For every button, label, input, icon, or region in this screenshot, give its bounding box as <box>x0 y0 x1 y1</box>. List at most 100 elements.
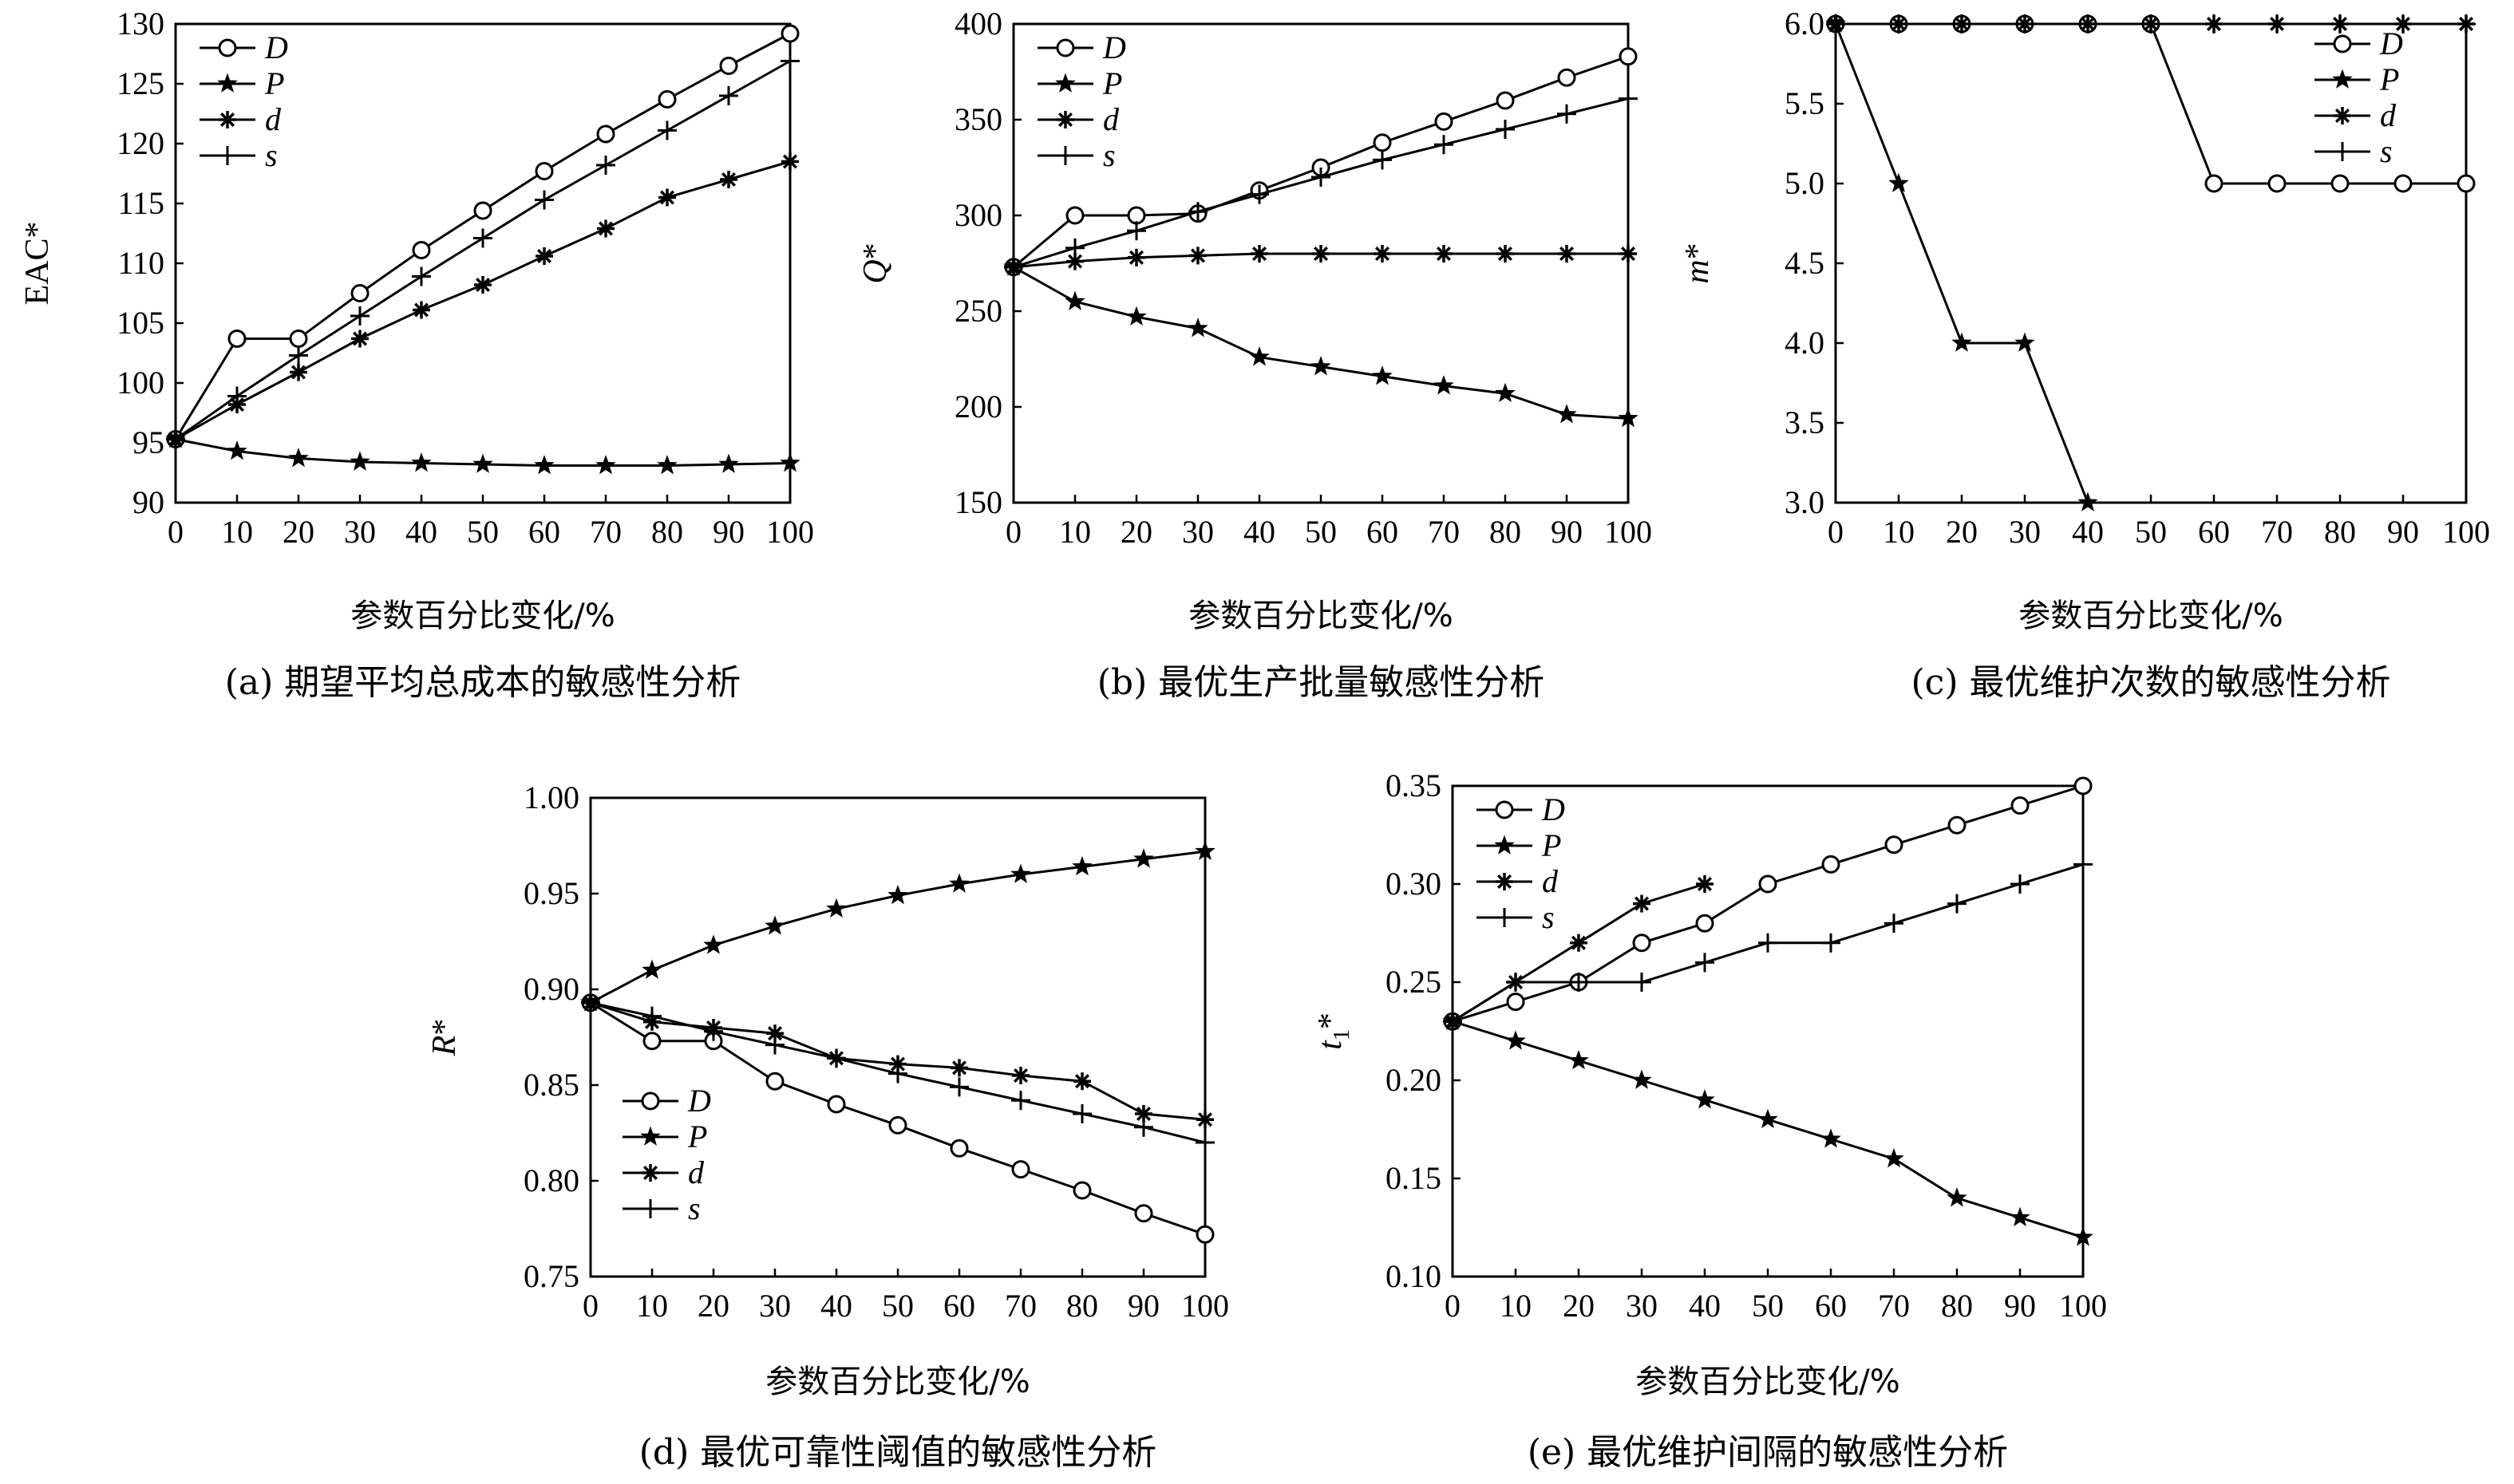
x-axis-title: 参数百分比变化/% <box>2018 598 2283 634</box>
chart-d: 0 10 20 30 40 50 60 70 80 90 100 0.75 0.80 0.85 0.90 0.… <box>426 779 1229 1473</box>
y-tick-label: 4.5 <box>1785 245 1824 281</box>
data-point <box>1134 1204 1153 1223</box>
x-tick-label: 20 <box>1121 514 1152 550</box>
x-tick-label: 100 <box>1181 1288 1229 1324</box>
data-point <box>1884 914 1903 933</box>
data-point <box>1495 382 1516 403</box>
legend-item: D <box>1476 791 1565 827</box>
data-point <box>413 301 430 319</box>
legend-item: d <box>1476 863 1559 899</box>
data-point <box>2204 174 2223 193</box>
data-point <box>2078 14 2097 34</box>
x-tick-label: 60 <box>943 1288 975 1324</box>
data-point <box>535 162 554 180</box>
x-tick-label: 60 <box>528 514 560 550</box>
series-line <box>1452 882 1706 1023</box>
legend-item: P <box>1038 65 1122 101</box>
data-point <box>1128 248 1145 266</box>
legend-marker <box>1495 800 1514 819</box>
legend-marker <box>1057 111 1074 128</box>
x-tick-label: 90 <box>2004 1288 2036 1324</box>
data-point <box>1073 1072 1091 1091</box>
data-point <box>1696 875 1714 893</box>
x-tick-label: 90 <box>1551 514 1583 550</box>
legend-item: P <box>1476 827 1561 863</box>
data-point <box>1065 290 1085 310</box>
legend-item: P <box>2314 61 2399 97</box>
data-point <box>1496 245 1514 262</box>
data-point <box>1619 89 1638 109</box>
x-tick-label: 80 <box>2324 514 2356 550</box>
data-point <box>765 1035 785 1055</box>
legend-item: s <box>200 137 278 173</box>
data-point <box>2141 14 2160 34</box>
data-point <box>2457 174 2476 193</box>
figure-caption: (c) 最优维护次数的敏感性分析 <box>1911 662 2391 703</box>
y-tick-label: 0.10 <box>1385 1258 1441 1294</box>
x-tick-label: 80 <box>1489 514 1521 550</box>
legend-label: P <box>264 65 284 101</box>
data-point <box>1951 332 1972 352</box>
x-tick-label: 60 <box>1815 1288 1847 1324</box>
data-point <box>1373 133 1392 152</box>
series-P <box>580 840 1215 1012</box>
x-tick-label: 0 <box>1828 514 1844 550</box>
legend-label: s <box>1103 137 1116 173</box>
data-point <box>581 993 600 1012</box>
series-s <box>1826 14 2476 34</box>
x-tick-label: 70 <box>1428 514 1460 550</box>
series-P <box>165 428 800 475</box>
data-point <box>1889 14 1908 34</box>
x-tick-label: 0 <box>1445 1288 1461 1324</box>
data-point <box>658 188 676 207</box>
x-tick-label: 40 <box>2072 514 2104 550</box>
legend-label: D <box>2379 26 2403 61</box>
data-point <box>1127 221 1146 241</box>
data-point <box>1694 1089 1715 1109</box>
legend-item: s <box>1038 137 1116 173</box>
y-tick-label: 0.30 <box>1385 866 1441 902</box>
y-tick-label: 0.90 <box>524 971 579 1007</box>
data-point <box>2457 14 2476 34</box>
x-axis-title: 参数百分比变化/% <box>765 1364 1030 1400</box>
legend-marker <box>2333 142 2352 161</box>
data-point <box>827 1048 846 1068</box>
legend-marker <box>641 1199 660 1218</box>
legend-label: P <box>687 1119 707 1154</box>
data-point <box>1695 914 1714 933</box>
series-s <box>581 993 1215 1152</box>
y-tick-label: 110 <box>117 245 164 281</box>
x-tick-label: 70 <box>590 514 622 550</box>
data-point <box>2014 332 2035 352</box>
y-tick-label: 0.35 <box>1385 768 1441 803</box>
y-axis-title: R* <box>426 1019 463 1057</box>
data-point <box>781 152 799 171</box>
legend-label: D <box>1102 30 1126 65</box>
data-point <box>2073 776 2093 795</box>
data-point <box>2073 1226 2093 1246</box>
data-point <box>1632 973 1651 992</box>
series-s <box>1443 854 2093 1032</box>
series-s <box>1004 89 1638 277</box>
figure-caption: (d) 最优可靠性阈值的敏感性分析 <box>639 1432 1156 1473</box>
data-point <box>1004 257 1023 277</box>
data-point <box>1311 168 1330 187</box>
x-tick-label: 60 <box>2198 514 2230 550</box>
x-tick-label: 80 <box>1941 1288 1973 1324</box>
data-point <box>1189 247 1207 265</box>
data-point <box>765 915 785 935</box>
data-point <box>1073 1104 1092 1123</box>
data-point <box>657 455 678 475</box>
data-point <box>2393 14 2413 34</box>
data-point <box>1251 245 1268 262</box>
data-point <box>1374 245 1391 262</box>
data-point <box>950 1139 969 1158</box>
data-point <box>411 452 432 472</box>
data-point <box>472 453 493 473</box>
x-tick-label: 0 <box>1006 514 1022 550</box>
series-line <box>1834 23 2089 503</box>
data-point <box>1619 47 1638 66</box>
x-tick-label: 10 <box>1883 514 1915 550</box>
x-axis-title: 参数百分比变化/% <box>1188 598 1453 634</box>
